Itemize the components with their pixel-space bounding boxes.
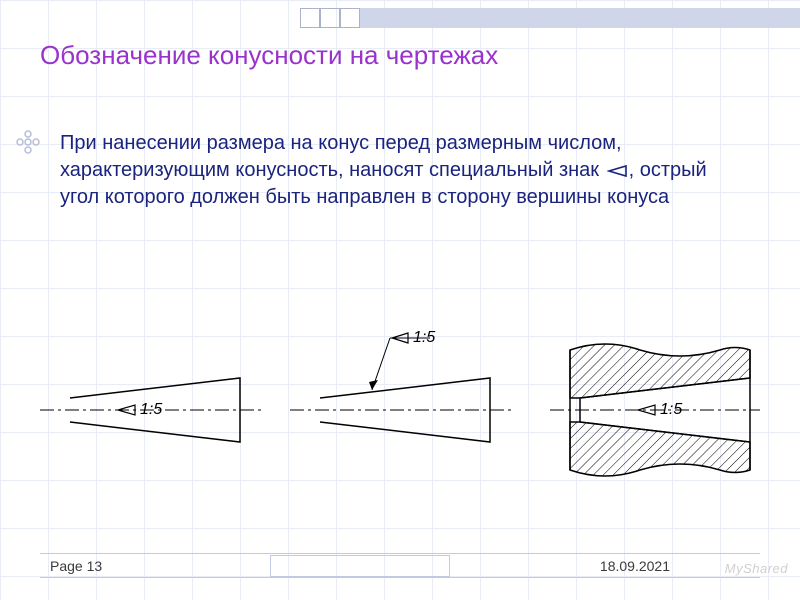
- footer-rule-bottom: [40, 577, 760, 578]
- figure-3: 1:5: [550, 344, 760, 476]
- decorative-top-bar: [300, 8, 800, 28]
- footer-rule-top: [40, 553, 760, 554]
- body-text-part1: При нанесении размера на конус перед раз…: [60, 132, 622, 181]
- figure-1: 1:5: [40, 378, 265, 442]
- body-text: При нанесении размера на конус перед раз…: [60, 130, 750, 211]
- watermark: MyShared: [725, 561, 788, 576]
- slide-date: 18.09.2021: [600, 558, 670, 574]
- slide: Обозначение конусности на чертежах При н…: [0, 0, 800, 600]
- figure-1-label: 1:5: [140, 401, 162, 418]
- bullet-flower-icon: [16, 130, 40, 154]
- figure-2-label: 1:5: [413, 329, 435, 346]
- figure-2: 1:5: [290, 329, 515, 442]
- technical-figures: 1:5 1:5: [40, 320, 760, 500]
- slide-title: Обозначение конусности на чертежах: [40, 40, 498, 71]
- page-number: Page 13: [50, 558, 102, 574]
- figure-3-label: 1:5: [660, 401, 682, 418]
- footer-decorative-box: [270, 555, 450, 577]
- taper-symbol-icon: [607, 164, 627, 178]
